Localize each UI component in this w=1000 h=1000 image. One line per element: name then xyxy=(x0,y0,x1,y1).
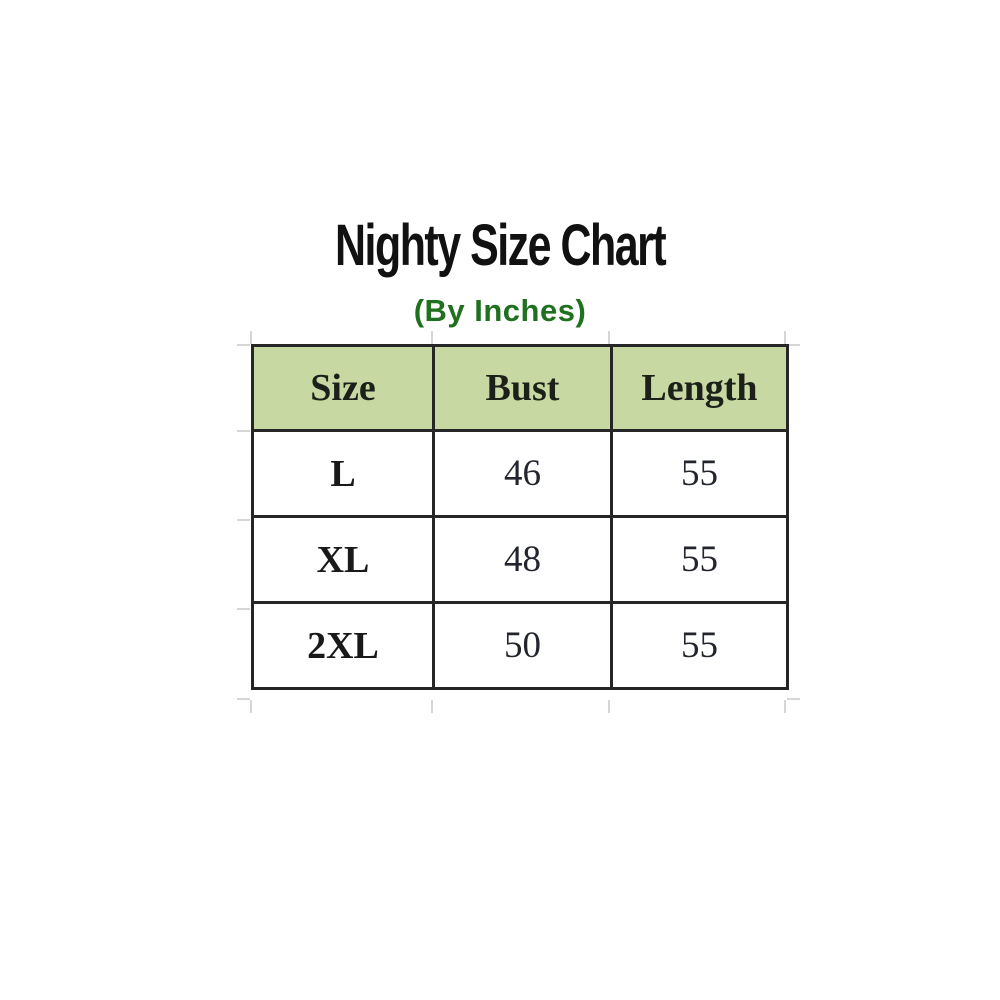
gridline-artifact xyxy=(431,700,433,713)
bust-value: 50 xyxy=(432,601,613,690)
length-value: 55 xyxy=(610,601,789,690)
page-title-text: Nighty Size Chart xyxy=(334,213,667,278)
size-value: 2XL xyxy=(251,601,435,690)
gridline-artifact xyxy=(787,698,800,700)
table-header-row: Size Bust Length xyxy=(251,344,789,432)
bust-value: 46 xyxy=(432,429,613,518)
table-row: L 46 55 xyxy=(251,429,789,518)
size-value: L xyxy=(251,429,435,518)
gridline-artifact xyxy=(237,519,250,521)
gridline-artifact xyxy=(250,331,252,344)
column-header-size: Size xyxy=(251,344,435,432)
gridline-artifact xyxy=(608,700,610,713)
page-subtitle-text: (By Inches) xyxy=(413,293,587,328)
bust-value: 48 xyxy=(432,515,613,604)
gridline-artifact xyxy=(784,331,786,344)
gridline-artifact xyxy=(237,698,250,700)
size-value: XL xyxy=(251,515,435,604)
table-row: 2XL 50 55 xyxy=(251,601,789,690)
gridline-artifact xyxy=(787,344,800,346)
length-value: 55 xyxy=(610,429,789,518)
gridline-artifact xyxy=(237,344,250,346)
gridline-artifact xyxy=(250,700,252,713)
gridline-artifact xyxy=(237,608,250,610)
gridline-artifact xyxy=(784,700,786,713)
column-header-bust: Bust xyxy=(432,344,613,432)
column-header-length: Length xyxy=(610,344,789,432)
size-table: Size Bust Length L 46 55 XL 48 55 2XL 50… xyxy=(251,344,789,690)
gridline-artifact xyxy=(431,331,433,344)
gridline-artifact xyxy=(608,331,610,344)
page-subtitle: (By Inches) xyxy=(0,293,1000,329)
gridline-artifact xyxy=(237,430,250,432)
page-title: Nighty Size Chart xyxy=(0,213,1000,278)
table-row: XL 48 55 xyxy=(251,515,789,604)
length-value: 55 xyxy=(610,515,789,604)
